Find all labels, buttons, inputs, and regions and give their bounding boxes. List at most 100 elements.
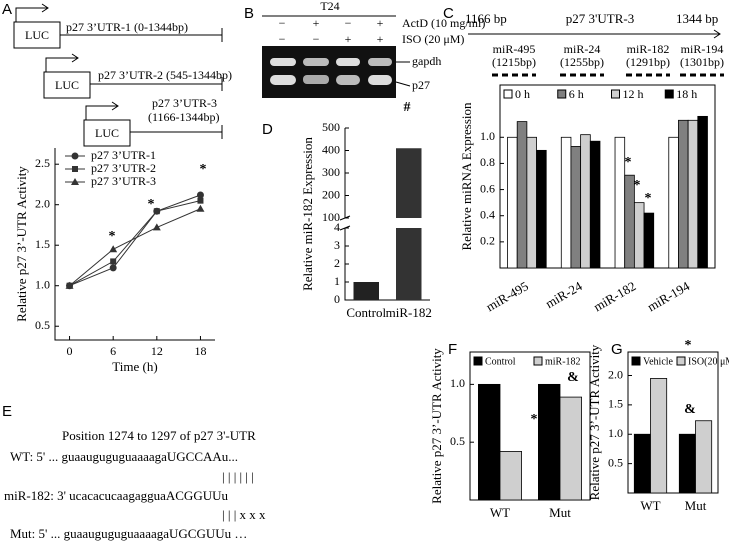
plot-frame: [499, 84, 716, 269]
legend-marker: [71, 178, 79, 185]
gel-row-label: ISO (20 μM): [402, 32, 464, 46]
panel-label: B: [244, 5, 254, 22]
legend-label: p27 3’UTR-2: [91, 161, 156, 175]
bar: [559, 396, 583, 501]
y-axis-title: Relative miR-182 Expression: [300, 137, 315, 291]
gel-row-label: ActD (10 mg/ml): [402, 16, 485, 30]
bar: [353, 282, 379, 300]
legend-swatch: [664, 89, 674, 99]
series-line: [69, 208, 201, 287]
legend-label: ISO(20 μM): [688, 356, 729, 367]
point: [110, 258, 117, 265]
panel-label: D: [262, 121, 273, 138]
gel-sign: +: [377, 32, 384, 46]
y-tick-label: 1.0: [35, 277, 50, 291]
bar: [668, 136, 679, 269]
x-tick-label: miR-182: [591, 278, 639, 314]
bar: [580, 134, 591, 269]
gel-sign: +: [345, 32, 352, 46]
panel-label: C: [443, 5, 454, 22]
legend-label: 6 h: [569, 87, 584, 101]
bar: [650, 378, 668, 494]
sequence-line: WT: 5' ... guaauguguguaaaagaUGCCAAu...: [10, 449, 238, 464]
y-tick-label: 400: [322, 142, 340, 156]
sequence-line: Mut: 5' ... guaauguguguaaaagaUGCGUUu …: [10, 526, 247, 541]
point: [109, 245, 118, 253]
y-tick-label: 3: [334, 238, 340, 252]
y-tick-label: 2.5: [35, 156, 50, 170]
legend-label: Vehicle: [643, 356, 674, 367]
legend-swatch: [557, 89, 567, 99]
legend-label: p27 3’UTR-1: [91, 148, 156, 162]
x-tick-label: WT: [490, 505, 510, 520]
y-tick-label: 0.2: [480, 234, 495, 248]
construct-label: p27 3’UTR-2 (545-1344bp): [98, 68, 232, 82]
sequence-title: Position 1274 to 1297 of p27 3'-UTR: [62, 428, 256, 443]
gel-bands: [270, 58, 392, 85]
point: [196, 191, 204, 199]
y-tick-label: 0: [334, 292, 340, 306]
utr-start: 1166 bp: [465, 11, 507, 26]
panel-label: E: [2, 403, 12, 420]
point: [197, 197, 204, 204]
x-tick-label: 6: [110, 344, 116, 358]
y-tick-label: 2.0: [35, 196, 50, 210]
y-tick-label: 1.0: [450, 376, 465, 390]
bar: [570, 146, 582, 269]
legend-label: 18 h: [676, 87, 697, 101]
bar: [499, 451, 523, 501]
x-tick-label: miR-495: [483, 278, 531, 314]
annotation: *: [109, 229, 116, 244]
site-position: (1215bp): [492, 55, 536, 69]
y-tick-label: 0.5: [35, 318, 50, 332]
bar: [633, 202, 645, 269]
luc-label: LUC: [25, 28, 49, 42]
axes: [54, 148, 215, 341]
y-axis-title: Relative p27 3’-UTR Activity: [14, 166, 29, 322]
bar: [526, 136, 537, 269]
y-axis-title: Relative miRNA Expression: [459, 102, 474, 251]
gel-sign: −: [279, 32, 286, 46]
x-axis-title: Time (h): [112, 359, 157, 374]
plot-frame: [469, 351, 591, 501]
annotation: *: [531, 412, 538, 427]
y-tick-label: 1.5: [35, 237, 50, 251]
construct-label: p27 3’UTR-1 (0-1344bp): [66, 20, 188, 34]
y-tick-label: 2.0: [608, 367, 623, 381]
x-tick-label: Mut: [685, 498, 707, 513]
gel-image: [262, 46, 396, 98]
construct-label: (1166-1344bp): [148, 110, 220, 124]
bar: [516, 121, 528, 269]
bar: [536, 149, 547, 269]
legend-marker: [72, 166, 78, 172]
point: [196, 204, 205, 212]
x-tick-label: miR-182: [386, 305, 432, 320]
series-line: [69, 194, 201, 287]
gel-title: T24: [320, 0, 339, 13]
construct: [13, 3, 223, 147]
annotation: #: [404, 100, 411, 115]
x-tick-label: Mut: [549, 505, 571, 520]
x-tick-label: miR-194: [645, 278, 693, 314]
x-tick-label: miR-24: [543, 278, 585, 311]
site-name: miR-24: [564, 42, 601, 56]
y-tick-label: 500: [322, 120, 340, 134]
bar: [560, 136, 572, 269]
gel-sign: +: [377, 16, 384, 30]
legend-swatch: [611, 89, 620, 99]
band-pointer: [395, 61, 411, 87]
bar: [589, 140, 601, 269]
y-tick-label: 100: [322, 210, 340, 224]
panel-label: G: [611, 341, 623, 358]
construct-label: p27 3’UTR-3: [152, 96, 217, 110]
gel-sign: −: [345, 16, 352, 30]
bar: [538, 383, 561, 501]
bar: [614, 136, 626, 269]
bar: [687, 119, 699, 269]
annotation: &: [684, 402, 696, 417]
bar: [697, 115, 708, 269]
y-tick-label: 300: [322, 165, 340, 179]
panel-label: A: [2, 1, 12, 18]
point: [109, 264, 117, 272]
legend-label: Control: [485, 356, 516, 367]
